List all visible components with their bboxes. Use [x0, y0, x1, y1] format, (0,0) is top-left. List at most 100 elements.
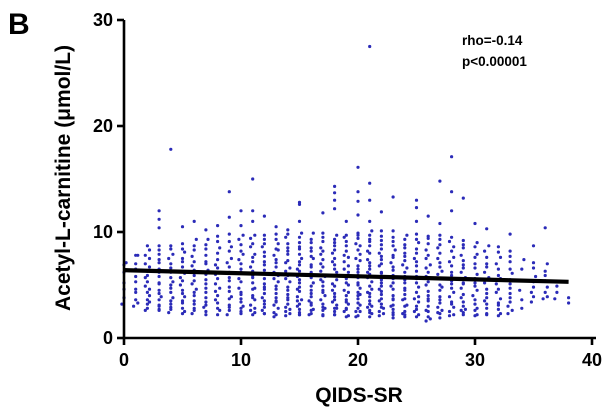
data-point	[412, 297, 416, 301]
data-point	[461, 196, 465, 200]
data-point	[356, 301, 360, 305]
data-point	[169, 283, 173, 287]
data-point	[309, 246, 313, 250]
data-point	[342, 288, 346, 292]
data-point	[251, 177, 255, 181]
data-point	[180, 299, 185, 303]
data-point	[485, 302, 489, 306]
data-point	[342, 260, 346, 264]
data-point	[321, 211, 325, 215]
data-point	[424, 248, 428, 252]
data-point	[344, 233, 348, 237]
data-point	[391, 303, 395, 307]
data-point	[262, 277, 266, 281]
data-point	[272, 315, 276, 319]
data-point	[368, 267, 372, 271]
data-point	[567, 296, 571, 300]
data-point	[496, 301, 500, 305]
data-point	[391, 244, 395, 248]
data-point	[169, 244, 173, 248]
data-point	[414, 206, 419, 210]
data-point	[251, 294, 255, 298]
data-point	[461, 266, 465, 270]
data-point	[227, 276, 231, 280]
data-point	[344, 300, 348, 304]
data-point	[391, 235, 395, 239]
data-point	[356, 165, 360, 169]
data-point	[274, 287, 278, 291]
data-point	[543, 273, 547, 278]
data-point	[473, 281, 477, 285]
data-point	[344, 219, 348, 223]
data-point	[143, 262, 147, 266]
data-point	[333, 298, 337, 302]
data-point	[147, 287, 152, 291]
data-point	[276, 242, 280, 246]
p-value-annotation: p<0.00001	[462, 54, 527, 69]
data-point	[260, 245, 264, 249]
data-point	[356, 248, 360, 252]
data-point	[344, 249, 348, 253]
data-point	[461, 243, 465, 247]
data-point	[227, 249, 231, 253]
data-point	[438, 251, 442, 255]
y-tick-label: 10	[93, 222, 113, 242]
data-point	[157, 288, 161, 292]
data-point	[227, 308, 231, 312]
data-point	[358, 309, 362, 314]
data-point	[204, 303, 208, 307]
data-point	[284, 235, 288, 239]
data-point	[297, 307, 302, 311]
data-point	[194, 237, 198, 241]
data-point	[227, 215, 231, 219]
data-point	[204, 278, 208, 282]
data-point	[183, 295, 187, 299]
data-point	[424, 308, 428, 312]
data-point	[321, 258, 325, 262]
y-tick-label: 20	[93, 116, 113, 136]
data-point	[183, 309, 187, 314]
data-point	[335, 270, 339, 274]
data-point	[241, 252, 245, 256]
data-point	[496, 314, 500, 318]
data-point	[274, 296, 278, 300]
data-point	[438, 265, 442, 269]
data-point	[333, 306, 337, 310]
data-point	[452, 290, 456, 294]
data-point	[485, 287, 489, 291]
data-point	[216, 306, 220, 310]
data-point	[438, 283, 442, 287]
data-point	[309, 254, 313, 258]
data-point	[475, 252, 479, 256]
data-point	[288, 312, 292, 316]
data-point	[485, 312, 489, 316]
data-point	[300, 298, 304, 302]
x-tick-label: 30	[465, 350, 485, 370]
data-point	[391, 281, 395, 285]
data-point	[262, 291, 266, 296]
data-point	[508, 249, 512, 253]
data-point	[417, 295, 421, 299]
data-point	[370, 304, 374, 308]
data-point	[403, 246, 407, 250]
data-point	[262, 285, 266, 289]
data-point	[450, 282, 454, 286]
data-point	[438, 179, 442, 183]
data-point	[286, 232, 290, 236]
data-point	[487, 244, 491, 248]
data-point	[426, 304, 430, 308]
data-point	[356, 281, 360, 285]
data-point	[249, 236, 253, 240]
data-point	[356, 213, 360, 217]
data-point	[531, 295, 536, 299]
x-tick-label: 20	[348, 350, 368, 370]
data-point	[356, 314, 360, 318]
data-point	[356, 199, 360, 203]
data-point	[534, 274, 538, 279]
data-point	[213, 282, 218, 286]
data-point	[218, 308, 222, 312]
data-point	[297, 200, 302, 204]
x-tick-label: 0	[119, 350, 129, 370]
data-point	[297, 285, 302, 289]
data-point	[241, 304, 245, 308]
